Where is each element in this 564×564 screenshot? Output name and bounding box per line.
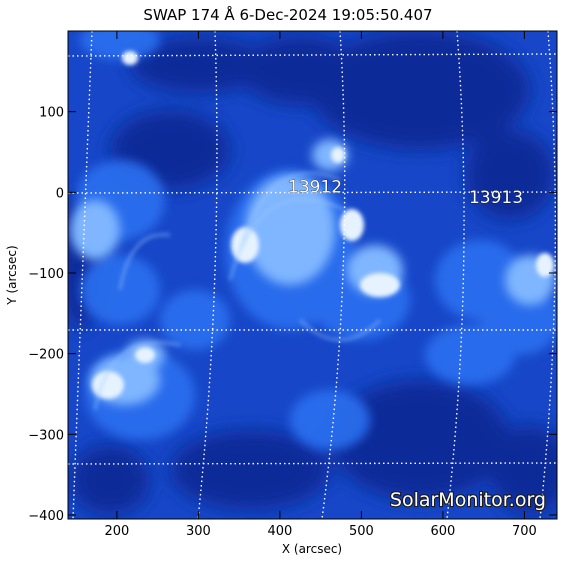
y-tick-label: −100	[28, 267, 64, 282]
y-tick-label: −300	[28, 428, 64, 443]
watermark: SolarMonitor.org	[390, 489, 546, 511]
image-title: SWAP 174 Å 6-Dec-2024 19:05:50.407	[143, 5, 432, 24]
y-tick-label: 0	[56, 186, 64, 201]
x-axis-label: X (arcsec)	[282, 542, 342, 556]
x-tick-label: 700	[512, 524, 537, 539]
y-tick-label: −200	[28, 348, 64, 363]
y-tick-label: 100	[39, 106, 64, 121]
y-axis-ticks: 100 0 −100 −200 −300 −400	[28, 106, 557, 524]
x-tick-label: 300	[186, 524, 211, 539]
x-axis-ticks: 200 300 400 500 600 700	[104, 31, 537, 539]
y-axis-label: Y (arcsec)	[5, 245, 19, 305]
active-region-label: 13913	[469, 188, 523, 208]
x-tick-label: 500	[349, 524, 374, 539]
active-region-labels: 13912 13913	[288, 177, 524, 208]
y-tick-label: −400	[28, 509, 64, 524]
plot-frame	[67, 30, 558, 520]
euv-image	[68, 31, 557, 519]
x-tick-label: 400	[267, 524, 292, 539]
x-tick-label: 600	[430, 524, 455, 539]
coordinate-grid	[68, 31, 557, 519]
active-region-label: 13912	[288, 177, 342, 197]
x-tick-label: 200	[104, 524, 129, 539]
